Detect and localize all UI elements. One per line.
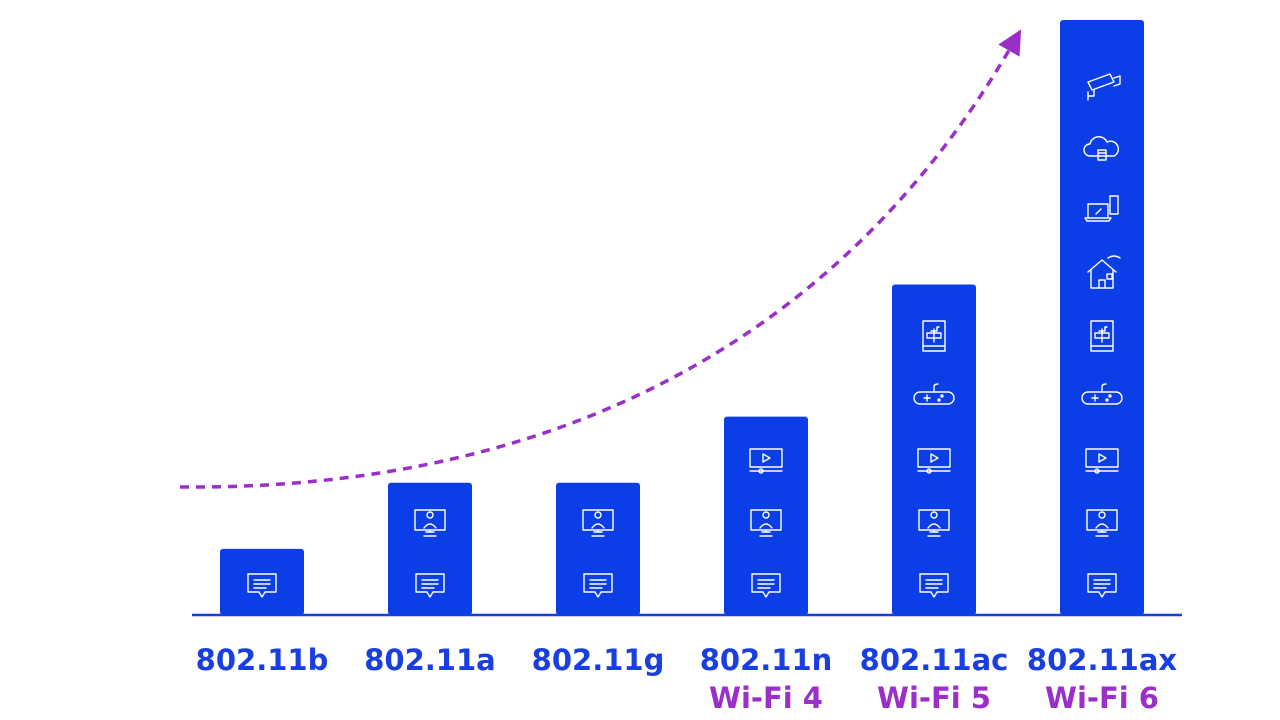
icon-shape (913, 383, 955, 405)
icon-shape (582, 509, 614, 537)
bar (556, 482, 640, 615)
bar-icon (749, 448, 783, 474)
icon-shape (922, 320, 946, 352)
x-tick-label: 802.11ax (1027, 643, 1177, 677)
icon-shape (1087, 255, 1121, 289)
x-tick-label: 802.11ac (860, 643, 1009, 677)
bar (1060, 20, 1144, 615)
bar (388, 482, 472, 615)
bar-icon (415, 573, 445, 598)
bar-icon (582, 509, 614, 537)
bar-icon (583, 573, 613, 598)
bar-icon (1086, 509, 1118, 537)
bar-icon (918, 509, 950, 537)
icon-shape (1081, 383, 1123, 405)
icon-shape (1083, 136, 1120, 161)
icon-shape (414, 509, 446, 537)
bar-icon (750, 509, 782, 537)
generation-label: Wi-Fi 6 (1045, 681, 1159, 715)
icon-shape (1087, 573, 1117, 598)
generation-label: Wi-Fi 4 (709, 681, 823, 715)
icon-shape (918, 509, 950, 537)
x-tick-label: 802.11b (196, 643, 329, 677)
bar (220, 548, 304, 615)
bar-icon (917, 448, 951, 474)
icon-shape (751, 573, 781, 598)
x-tick-label: 802.11a (364, 643, 495, 677)
bar-icon (1087, 255, 1121, 289)
icon-shape (1086, 509, 1118, 537)
bar-icon (247, 573, 277, 598)
bar-icon (1090, 320, 1114, 352)
bar-icon (751, 573, 781, 598)
icon-shape (247, 573, 277, 598)
icon-shape (583, 573, 613, 598)
bar-icon (919, 573, 949, 598)
icon-shape (917, 448, 951, 474)
bar (724, 416, 808, 615)
bar (892, 284, 976, 615)
icon-shape (1084, 195, 1119, 222)
icon-shape (750, 509, 782, 537)
icon-shape (1087, 73, 1121, 101)
x-tick-label: 802.11n (700, 643, 833, 677)
bar-icon (1085, 448, 1119, 474)
generation-label: Wi-Fi 5 (877, 681, 991, 715)
bar-icon (913, 383, 955, 405)
icon-shape (1090, 320, 1114, 352)
bar-icon (414, 509, 446, 537)
bar-icon (1087, 73, 1121, 101)
icon-shape (415, 573, 445, 598)
bar-icon (922, 320, 946, 352)
growth-arrow (179, 29, 1022, 489)
x-tick-label: 802.11g (532, 643, 665, 677)
bar-icon (1084, 195, 1119, 222)
icon-shape (1085, 448, 1119, 474)
bar-icon (1081, 383, 1123, 405)
icon-shape (749, 448, 783, 474)
icon-shape (919, 573, 949, 598)
bar-icon (1087, 573, 1117, 598)
bar-icon (1083, 136, 1120, 161)
